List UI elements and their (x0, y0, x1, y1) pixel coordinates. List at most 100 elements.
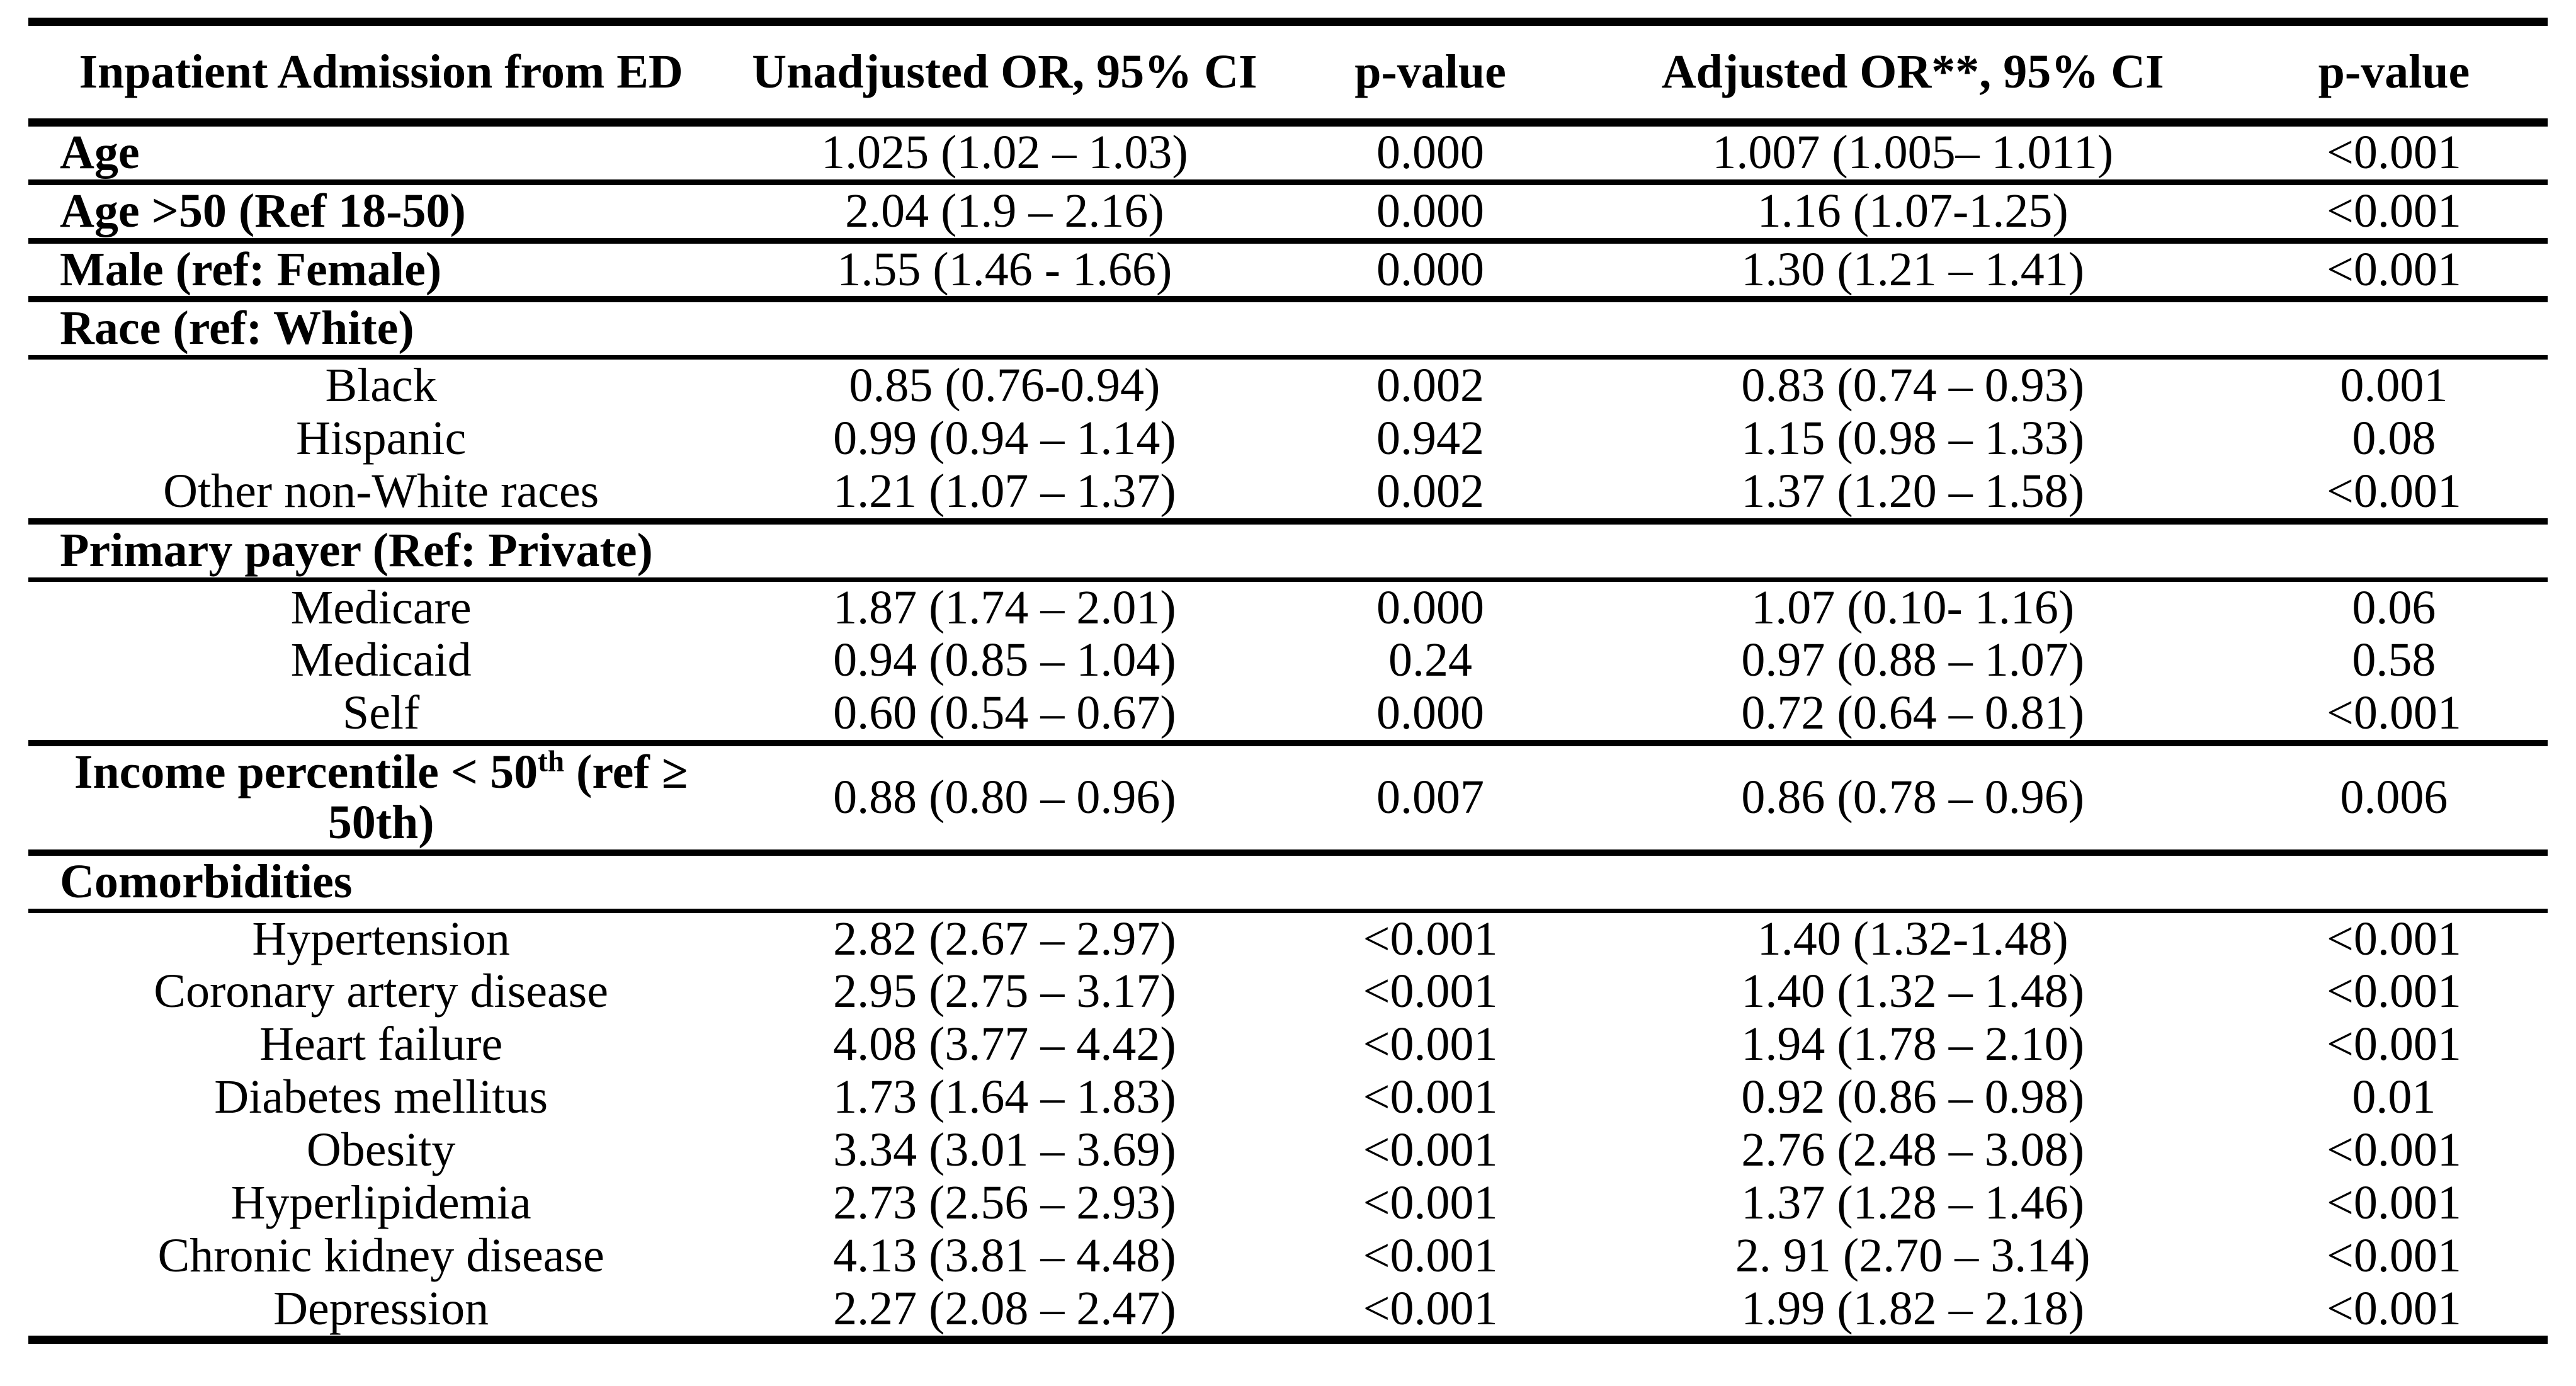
row-heart-failure: Heart failure 4.08 (3.77 – 4.42) <0.001 … (28, 1018, 2548, 1071)
p-value-cell: <0.001 (1363, 912, 1498, 965)
unadjusted-or-cell: 0.88 (0.80 – 0.96) (833, 771, 1176, 824)
section-row-comorbidities: Comorbidities (28, 853, 2548, 911)
column-header-p-value-2: p-value (2318, 45, 2470, 98)
adjusted-or-cell: 0.72 (0.64 – 0.81) (1741, 687, 2085, 740)
adjusted-or-cell: 0.86 (0.78 – 0.96) (1741, 771, 2085, 824)
row-hyperlipidemia: Hyperlipidemia 2.73 (2.56 – 2.93) <0.001… (28, 1177, 2548, 1230)
row-label: Obesity (306, 1124, 456, 1177)
row-hypertension: Hypertension 2.82 (2.67 – 2.97) <0.001 1… (28, 911, 2548, 965)
p-value-cell: 0.000 (1376, 242, 1485, 296)
p-value-cell: 0.002 (1376, 465, 1485, 518)
section-label: Race (ref: White) (60, 302, 414, 355)
adjusted-or-cell: 1.99 (1.82 – 2.18) (1741, 1283, 2085, 1336)
p-value-cell: <0.001 (2326, 1230, 2461, 1283)
adjusted-or-cell: 1.30 (1.21 – 1.41) (1741, 242, 2085, 296)
row-medicare: Medicare 1.87 (1.74 – 2.01) 0.000 1.07 (… (28, 579, 2548, 634)
row-income-percentile: Income percentile < 50th (ref ≥ 50th) 0.… (28, 743, 2548, 853)
row-label: Coronary artery disease (154, 965, 608, 1018)
adjusted-or-cell: 2. 91 (2.70 – 3.14) (1735, 1230, 2091, 1283)
row-male: Male (ref: Female) 1.55 (1.46 - 1.66) 0.… (28, 241, 2548, 300)
unadjusted-or-cell: 2.04 (1.9 – 2.16) (845, 184, 1164, 237)
row-black: Black 0.85 (0.76-0.94) 0.002 0.83 (0.74 … (28, 358, 2548, 412)
row-self: Self 0.60 (0.54 – 0.67) 0.000 0.72 (0.64… (28, 687, 2548, 744)
p-value-cell: <0.001 (2326, 687, 2461, 740)
table-body: Age 1.025 (1.02 – 1.03) 0.000 1.007 (1.0… (28, 123, 2548, 1340)
unadjusted-or-cell: 0.94 (0.85 – 1.04) (833, 634, 1176, 687)
adjusted-or-cell: 0.92 (0.86 – 0.98) (1741, 1071, 2085, 1124)
p-value-cell: 0.002 (1376, 359, 1485, 412)
unadjusted-or-cell: 2.95 (2.75 – 3.17) (833, 965, 1176, 1018)
row-diabetes-mellitus: Diabetes mellitus 1.73 (1.64 – 1.83) <0.… (28, 1071, 2548, 1124)
unadjusted-or-cell: 1.87 (1.74 – 2.01) (833, 581, 1176, 634)
unadjusted-or-cell: 1.55 (1.46 - 1.66) (837, 242, 1172, 296)
unadjusted-or-cell: 1.73 (1.64 – 1.83) (833, 1071, 1176, 1124)
p-value-cell: <0.001 (2326, 465, 2461, 518)
adjusted-or-cell: 1.007 (1.005– 1.011) (1712, 126, 2114, 179)
p-value-cell: <0.001 (1363, 965, 1498, 1018)
column-header-p-value-1: p-value (1354, 45, 1506, 98)
column-header-unadjusted-or: Unadjusted OR, 95% CI (752, 45, 1257, 98)
p-value-cell: 0.000 (1376, 687, 1485, 740)
row-label: Depression (273, 1283, 489, 1336)
p-value-cell: <0.001 (2326, 1018, 2461, 1071)
row-label: Medicare (290, 581, 472, 634)
row-label: Male (ref: Female) (60, 242, 442, 296)
income-label-part: (ref ≥ 50th) (327, 746, 688, 849)
row-other-non-white: Other non-White races 1.21 (1.07 – 1.37)… (28, 465, 2548, 521)
row-label: Other non-White races (163, 465, 599, 518)
p-value-cell: <0.001 (1363, 1124, 1498, 1177)
p-value-cell: <0.001 (1363, 1230, 1498, 1283)
unadjusted-or-cell: 0.60 (0.54 – 0.67) (833, 687, 1176, 740)
row-label: Hypertension (252, 912, 510, 965)
column-header-variable: Inpatient Admission from ED (79, 45, 683, 98)
p-value-cell: 0.08 (2352, 412, 2436, 465)
p-value-cell: <0.001 (2326, 126, 2461, 179)
unadjusted-or-cell: 1.21 (1.07 – 1.37) (833, 465, 1176, 518)
unadjusted-or-cell: 4.13 (3.81 – 4.48) (833, 1230, 1176, 1283)
row-label: Heart failure (259, 1018, 503, 1071)
p-value-cell: <0.001 (2326, 1283, 2461, 1336)
row-depression: Depression 2.27 (2.08 – 2.47) <0.001 1.9… (28, 1283, 2548, 1340)
row-label: Income percentile < 50th (ref ≥ 50th) (28, 743, 734, 853)
p-value-cell: <0.001 (1363, 1283, 1498, 1336)
adjusted-or-cell: 1.40 (1.32-1.48) (1757, 912, 2068, 965)
section-label: Comorbidities (60, 855, 353, 908)
p-value-cell: <0.001 (2326, 1124, 2461, 1177)
p-value-cell: <0.001 (1363, 1018, 1498, 1071)
row-label: Age >50 (Ref 18-50) (60, 184, 466, 237)
row-label: Medicaid (290, 634, 472, 687)
p-value-cell: <0.001 (1363, 1177, 1498, 1230)
p-value-cell: 0.01 (2352, 1071, 2436, 1124)
section-label: Primary payer (Ref: Private) (60, 523, 653, 577)
row-label: Age (60, 126, 140, 179)
adjusted-or-cell: 1.94 (1.78 – 2.10) (1741, 1018, 2085, 1071)
table-header: Inpatient Admission from ED Unadjusted O… (28, 22, 2548, 123)
row-label: Chronic kidney disease (157, 1230, 604, 1283)
row-label: Black (325, 359, 437, 412)
p-value-cell: 0.58 (2352, 634, 2436, 687)
row-age-over-50: Age >50 (Ref 18-50) 2.04 (1.9 – 2.16) 0.… (28, 182, 2548, 241)
inpatient-admission-or-table: Inpatient Admission from ED Unadjusted O… (28, 18, 2548, 1344)
p-value-cell: 0.001 (2340, 359, 2448, 412)
unadjusted-or-cell: 2.82 (2.67 – 2.97) (833, 912, 1176, 965)
p-value-cell: <0.001 (2326, 965, 2461, 1018)
p-value-cell: 0.006 (2340, 771, 2448, 824)
row-age: Age 1.025 (1.02 – 1.03) 0.000 1.007 (1.0… (28, 123, 2548, 183)
income-label-superscript: th (538, 745, 565, 778)
row-hispanic: Hispanic 0.99 (0.94 – 1.14) 0.942 1.15 (… (28, 412, 2548, 465)
p-value-cell: 0.942 (1376, 412, 1485, 465)
row-label: Diabetes mellitus (214, 1071, 548, 1124)
p-value-cell: 0.24 (1388, 634, 1473, 687)
unadjusted-or-cell: 3.34 (3.01 – 3.69) (833, 1124, 1176, 1177)
unadjusted-or-cell: 0.99 (0.94 – 1.14) (833, 412, 1176, 465)
adjusted-or-cell: 1.40 (1.32 – 1.48) (1741, 965, 2085, 1018)
column-header-adjusted-or: Adjusted OR**, 95% CI (1661, 45, 2164, 98)
adjusted-or-cell: 1.07 (0.10- 1.16) (1751, 581, 2075, 634)
row-label: Hispanic (296, 412, 467, 465)
p-value-cell: 0.000 (1376, 184, 1485, 237)
unadjusted-or-cell: 2.73 (2.56 – 2.93) (833, 1177, 1176, 1230)
row-coronary-artery-disease: Coronary artery disease 2.95 (2.75 – 3.1… (28, 965, 2548, 1018)
unadjusted-or-cell: 0.85 (0.76-0.94) (849, 359, 1160, 412)
adjusted-or-cell: 0.97 (0.88 – 1.07) (1741, 634, 2085, 687)
adjusted-or-cell: 1.16 (1.07-1.25) (1757, 184, 2068, 237)
